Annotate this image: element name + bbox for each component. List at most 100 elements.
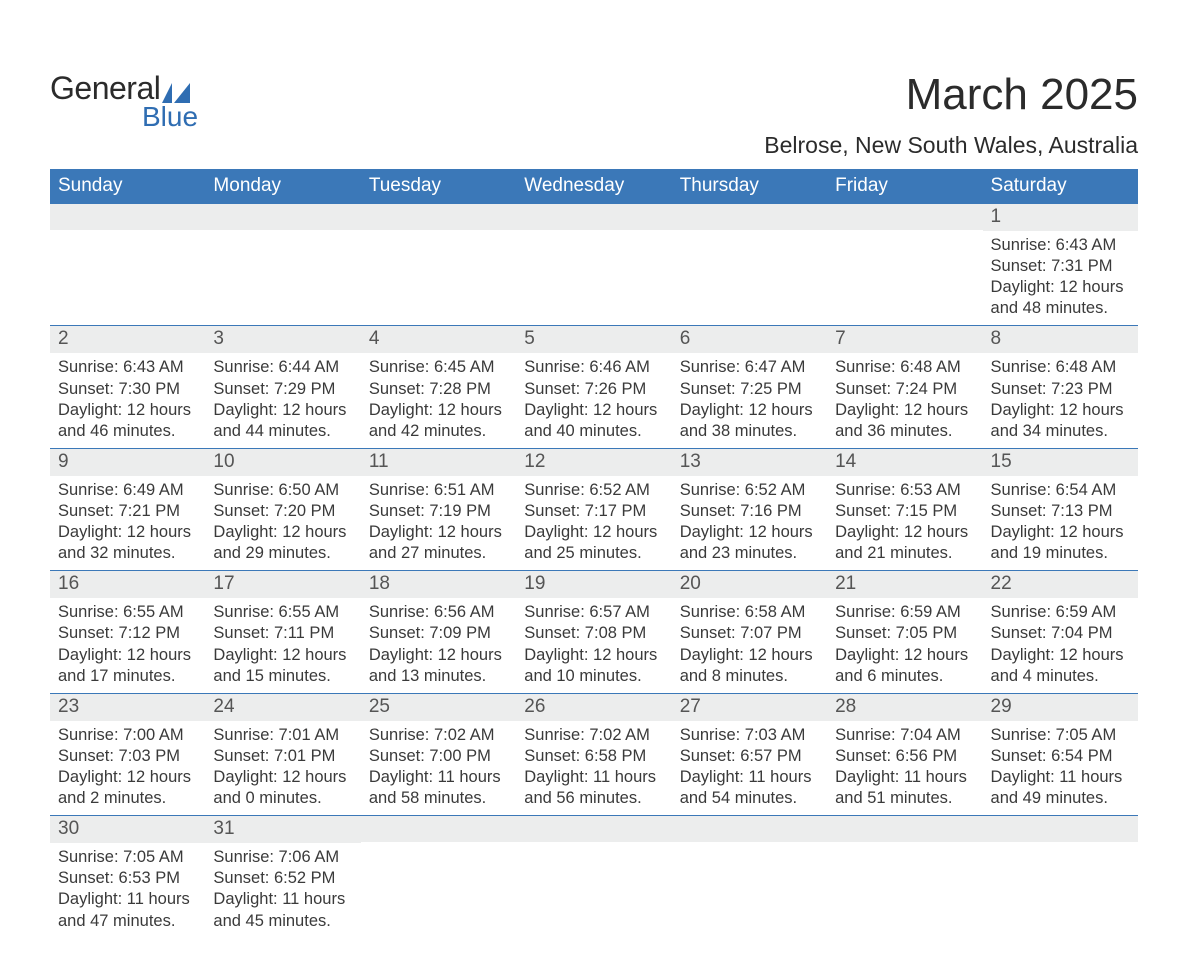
daylight-line: Daylight: 12 hours and 10 minutes. bbox=[524, 645, 663, 687]
day-number: 28 bbox=[827, 694, 982, 721]
day-number: 6 bbox=[672, 326, 827, 353]
day-details: Sunrise: 6:57 AMSunset: 7:08 PMDaylight:… bbox=[516, 598, 671, 692]
sunrise-line: Sunrise: 6:51 AM bbox=[369, 480, 508, 501]
sunset-line: Sunset: 7:16 PM bbox=[680, 501, 819, 522]
sunset-line: Sunset: 7:25 PM bbox=[680, 379, 819, 400]
day-number: 27 bbox=[672, 694, 827, 721]
calendar-day-cell: 27Sunrise: 7:03 AMSunset: 6:57 PMDayligh… bbox=[672, 693, 827, 815]
sunset-line: Sunset: 7:08 PM bbox=[524, 623, 663, 644]
day-number: 4 bbox=[361, 326, 516, 353]
day-details: Sunrise: 7:00 AMSunset: 7:03 PMDaylight:… bbox=[50, 721, 205, 815]
day-details: Sunrise: 7:04 AMSunset: 6:56 PMDaylight:… bbox=[827, 721, 982, 815]
daylight-line: Daylight: 12 hours and 15 minutes. bbox=[213, 645, 352, 687]
sunrise-line: Sunrise: 6:43 AM bbox=[58, 357, 197, 378]
weekday-header: Tuesday bbox=[361, 169, 516, 204]
calendar-day-cell: 15Sunrise: 6:54 AMSunset: 7:13 PMDayligh… bbox=[983, 448, 1138, 570]
daylight-line: Daylight: 11 hours and 51 minutes. bbox=[835, 767, 974, 809]
daylight-line: Daylight: 12 hours and 32 minutes. bbox=[58, 522, 197, 564]
calendar-day-cell: 28Sunrise: 7:04 AMSunset: 6:56 PMDayligh… bbox=[827, 693, 982, 815]
sunrise-line: Sunrise: 6:57 AM bbox=[524, 602, 663, 623]
sunrise-line: Sunrise: 6:53 AM bbox=[835, 480, 974, 501]
calendar-day-cell bbox=[827, 204, 982, 326]
daylight-line: Daylight: 12 hours and 25 minutes. bbox=[524, 522, 663, 564]
calendar-day-cell: 19Sunrise: 6:57 AMSunset: 7:08 PMDayligh… bbox=[516, 571, 671, 693]
day-details: Sunrise: 6:58 AMSunset: 7:07 PMDaylight:… bbox=[672, 598, 827, 692]
sunrise-line: Sunrise: 6:48 AM bbox=[991, 357, 1130, 378]
sunset-line: Sunset: 7:17 PM bbox=[524, 501, 663, 522]
calendar-day-cell: 24Sunrise: 7:01 AMSunset: 7:01 PMDayligh… bbox=[205, 693, 360, 815]
sail-icon bbox=[162, 83, 190, 103]
daylight-line: Daylight: 12 hours and 46 minutes. bbox=[58, 400, 197, 442]
day-number bbox=[672, 816, 827, 842]
day-number: 16 bbox=[50, 571, 205, 598]
daylight-line: Daylight: 12 hours and 23 minutes. bbox=[680, 522, 819, 564]
daylight-line: Daylight: 11 hours and 58 minutes. bbox=[369, 767, 508, 809]
day-number bbox=[50, 204, 205, 230]
calendar-day-cell bbox=[50, 204, 205, 326]
calendar-day-cell bbox=[361, 816, 516, 938]
daylight-line: Daylight: 11 hours and 54 minutes. bbox=[680, 767, 819, 809]
sunrise-line: Sunrise: 7:05 AM bbox=[58, 847, 197, 868]
weekday-header: Sunday bbox=[50, 169, 205, 204]
day-details: Sunrise: 6:55 AMSunset: 7:11 PMDaylight:… bbox=[205, 598, 360, 692]
sunrise-line: Sunrise: 6:55 AM bbox=[58, 602, 197, 623]
sunset-line: Sunset: 6:58 PM bbox=[524, 746, 663, 767]
calendar-day-cell: 6Sunrise: 6:47 AMSunset: 7:25 PMDaylight… bbox=[672, 326, 827, 448]
day-details: Sunrise: 6:51 AMSunset: 7:19 PMDaylight:… bbox=[361, 476, 516, 570]
sunset-line: Sunset: 7:01 PM bbox=[213, 746, 352, 767]
sunrise-line: Sunrise: 6:54 AM bbox=[991, 480, 1130, 501]
sunset-line: Sunset: 6:56 PM bbox=[835, 746, 974, 767]
sunrise-line: Sunrise: 6:59 AM bbox=[991, 602, 1130, 623]
weekday-header: Wednesday bbox=[516, 169, 671, 204]
day-details: Sunrise: 6:48 AMSunset: 7:24 PMDaylight:… bbox=[827, 353, 982, 447]
daylight-line: Daylight: 12 hours and 6 minutes. bbox=[835, 645, 974, 687]
day-number: 17 bbox=[205, 571, 360, 598]
day-details: Sunrise: 6:52 AMSunset: 7:16 PMDaylight:… bbox=[672, 476, 827, 570]
calendar-day-cell: 4Sunrise: 6:45 AMSunset: 7:28 PMDaylight… bbox=[361, 326, 516, 448]
sunrise-line: Sunrise: 6:59 AM bbox=[835, 602, 974, 623]
calendar-day-cell: 3Sunrise: 6:44 AMSunset: 7:29 PMDaylight… bbox=[205, 326, 360, 448]
calendar-day-cell: 9Sunrise: 6:49 AMSunset: 7:21 PMDaylight… bbox=[50, 448, 205, 570]
day-details: Sunrise: 7:01 AMSunset: 7:01 PMDaylight:… bbox=[205, 721, 360, 815]
sunset-line: Sunset: 7:20 PM bbox=[213, 501, 352, 522]
calendar-week-row: 23Sunrise: 7:00 AMSunset: 7:03 PMDayligh… bbox=[50, 693, 1138, 815]
sunrise-line: Sunrise: 7:02 AM bbox=[524, 725, 663, 746]
calendar-day-cell: 5Sunrise: 6:46 AMSunset: 7:26 PMDaylight… bbox=[516, 326, 671, 448]
day-number: 7 bbox=[827, 326, 982, 353]
calendar-day-cell bbox=[983, 816, 1138, 938]
day-number: 23 bbox=[50, 694, 205, 721]
day-number: 2 bbox=[50, 326, 205, 353]
sunset-line: Sunset: 7:13 PM bbox=[991, 501, 1130, 522]
day-details: Sunrise: 6:48 AMSunset: 7:23 PMDaylight:… bbox=[983, 353, 1138, 447]
day-details: Sunrise: 6:47 AMSunset: 7:25 PMDaylight:… bbox=[672, 353, 827, 447]
sunrise-line: Sunrise: 6:52 AM bbox=[524, 480, 663, 501]
day-number bbox=[205, 204, 360, 230]
sunrise-line: Sunrise: 6:43 AM bbox=[991, 235, 1130, 256]
day-details: Sunrise: 6:50 AMSunset: 7:20 PMDaylight:… bbox=[205, 476, 360, 570]
calendar-day-cell bbox=[827, 816, 982, 938]
calendar-day-cell: 25Sunrise: 7:02 AMSunset: 7:00 PMDayligh… bbox=[361, 693, 516, 815]
calendar-day-cell bbox=[516, 816, 671, 938]
day-details: Sunrise: 7:02 AMSunset: 7:00 PMDaylight:… bbox=[361, 721, 516, 815]
calendar-week-row: 2Sunrise: 6:43 AMSunset: 7:30 PMDaylight… bbox=[50, 326, 1138, 448]
calendar-day-cell bbox=[361, 204, 516, 326]
day-number bbox=[827, 204, 982, 230]
day-number: 29 bbox=[983, 694, 1138, 721]
sunset-line: Sunset: 7:11 PM bbox=[213, 623, 352, 644]
calendar-day-cell: 17Sunrise: 6:55 AMSunset: 7:11 PMDayligh… bbox=[205, 571, 360, 693]
sunrise-line: Sunrise: 6:55 AM bbox=[213, 602, 352, 623]
day-number: 8 bbox=[983, 326, 1138, 353]
sunset-line: Sunset: 7:00 PM bbox=[369, 746, 508, 767]
daylight-line: Daylight: 12 hours and 40 minutes. bbox=[524, 400, 663, 442]
calendar-week-row: 9Sunrise: 6:49 AMSunset: 7:21 PMDaylight… bbox=[50, 448, 1138, 570]
sunset-line: Sunset: 7:21 PM bbox=[58, 501, 197, 522]
daylight-line: Daylight: 12 hours and 29 minutes. bbox=[213, 522, 352, 564]
day-number bbox=[516, 816, 671, 842]
calendar-day-cell: 16Sunrise: 6:55 AMSunset: 7:12 PMDayligh… bbox=[50, 571, 205, 693]
day-details: Sunrise: 7:03 AMSunset: 6:57 PMDaylight:… bbox=[672, 721, 827, 815]
day-number: 25 bbox=[361, 694, 516, 721]
daylight-line: Daylight: 12 hours and 44 minutes. bbox=[213, 400, 352, 442]
daylight-line: Daylight: 12 hours and 0 minutes. bbox=[213, 767, 352, 809]
calendar-week-row: 16Sunrise: 6:55 AMSunset: 7:12 PMDayligh… bbox=[50, 571, 1138, 693]
sunset-line: Sunset: 6:52 PM bbox=[213, 868, 352, 889]
